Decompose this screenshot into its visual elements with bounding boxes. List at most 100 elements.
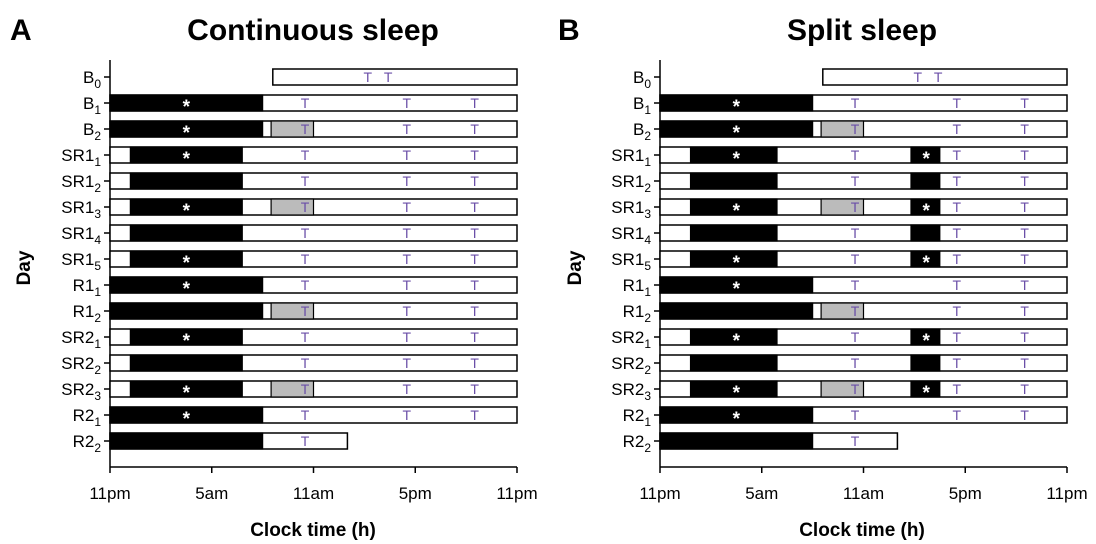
day-label-subscript: 1 <box>94 337 101 351</box>
day-label-base: SR1 <box>611 172 644 191</box>
star-marker: * <box>183 409 191 430</box>
sleep-block <box>689 224 778 242</box>
nap-block <box>270 120 315 138</box>
day-label-base: SR1 <box>61 172 94 191</box>
panel-a-day-row: R11 T T T * <box>73 276 518 300</box>
day-label-subscript: 2 <box>644 363 651 377</box>
day-label-subscript: 2 <box>94 363 101 377</box>
panel-a-day-row: R12 T T T <box>73 302 518 325</box>
day-label: SR23 <box>611 380 651 403</box>
test-marker: T <box>402 329 411 345</box>
day-label-base: B <box>633 120 644 139</box>
panel-b-x-tick-label: 11am <box>843 484 884 503</box>
test-marker: T <box>301 433 310 449</box>
star-marker: * <box>923 331 931 352</box>
day-label-subscript: 3 <box>94 389 101 403</box>
panel-a-day-row: B1 T T T * <box>83 94 518 118</box>
day-label-subscript: 2 <box>644 311 651 325</box>
star-marker: * <box>923 201 931 222</box>
day-label-base: SR2 <box>611 380 644 399</box>
day-label: SR14 <box>61 224 101 247</box>
test-marker: T <box>470 147 479 163</box>
test-marker: T <box>301 303 310 319</box>
star-marker: * <box>183 201 191 222</box>
panel-b-y-axis-label: Day <box>565 250 586 285</box>
day-label: SR14 <box>611 224 651 247</box>
panel-a-day-row: R21 T T T * <box>73 406 518 430</box>
panel-b-day-row: B2 T T T * <box>633 120 1068 144</box>
day-label-subscript: 5 <box>644 259 651 273</box>
day-label-base: SR1 <box>61 146 94 165</box>
day-label-base: B <box>633 68 644 87</box>
day-label-base: SR1 <box>61 224 94 243</box>
panel-b-day-row: SR12 T T T <box>611 172 1068 195</box>
panel-a-day-row: SR12 T T T <box>61 172 518 195</box>
panel-a-x-tick-label: 11pm <box>496 484 537 503</box>
panel-a-y-axis-label: Day <box>14 250 35 285</box>
test-marker: T <box>851 147 860 163</box>
day-label-subscript: 1 <box>644 415 651 429</box>
day-label-base: R2 <box>623 406 645 425</box>
star-marker: * <box>183 149 191 170</box>
test-marker: T <box>301 95 310 111</box>
star-marker: * <box>923 149 931 170</box>
test-marker: T <box>851 407 860 423</box>
panel-b-day-row: R21 T T T * <box>623 406 1068 430</box>
day-label-base: SR2 <box>61 354 94 373</box>
day-label: SR11 <box>611 146 651 169</box>
sleep-block <box>659 406 814 424</box>
test-marker: T <box>301 121 310 137</box>
star-marker: * <box>733 123 741 144</box>
day-label-base: R2 <box>623 432 645 451</box>
sleep-block <box>109 432 264 450</box>
day-label: R21 <box>73 406 102 429</box>
test-marker: T <box>1020 225 1029 241</box>
sleep-block <box>129 172 243 190</box>
star-marker: * <box>183 253 191 274</box>
test-marker: T <box>470 355 479 371</box>
sleep-block <box>129 354 243 372</box>
nap-block <box>820 198 865 216</box>
sleep-block <box>109 94 264 112</box>
panel-a-day-row: R22 T <box>73 432 349 455</box>
star-marker: * <box>733 149 741 170</box>
day-label-subscript: 2 <box>94 129 101 143</box>
test-marker: T <box>952 407 961 423</box>
day-label: R11 <box>623 276 652 299</box>
day-label: SR12 <box>611 172 651 195</box>
day-label-subscript: 4 <box>644 233 651 247</box>
panel-a-day-row: SR23 T T T * <box>61 380 518 404</box>
test-marker: T <box>952 277 961 293</box>
sleep-block <box>689 380 778 398</box>
test-marker: T <box>851 95 860 111</box>
star-marker: * <box>923 383 931 404</box>
day-label: B1 <box>633 94 651 117</box>
test-marker: T <box>1020 407 1029 423</box>
sleep-block <box>689 328 778 346</box>
star-marker: * <box>733 331 741 352</box>
day-label-base: R2 <box>73 432 95 451</box>
day-label: R12 <box>623 302 652 325</box>
sleep-block <box>109 406 264 424</box>
day-label: SR15 <box>61 250 101 273</box>
sleep-block <box>910 146 941 164</box>
day-label-subscript: 1 <box>644 337 651 351</box>
test-marker: T <box>913 69 922 85</box>
day-label: B1 <box>83 94 101 117</box>
day-label: SR21 <box>611 328 651 351</box>
test-marker: T <box>363 69 372 85</box>
panel-a-x-tick-label: 11am <box>293 484 334 503</box>
test-marker: T <box>402 303 411 319</box>
test-marker: T <box>851 329 860 345</box>
nap-block <box>820 380 865 398</box>
sleep-block <box>659 432 814 450</box>
star-marker: * <box>183 383 191 404</box>
day-label-base: SR2 <box>611 354 644 373</box>
star-marker: * <box>733 201 741 222</box>
sleep-block <box>689 250 778 268</box>
day-label: B0 <box>633 68 651 91</box>
nap-block <box>270 380 315 398</box>
test-marker: T <box>402 251 411 267</box>
day-label-base: R2 <box>73 406 95 425</box>
